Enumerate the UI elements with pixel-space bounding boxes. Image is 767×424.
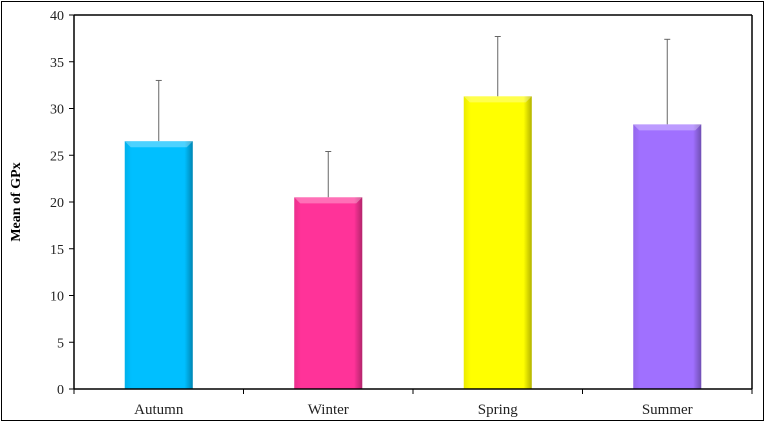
y-tick-label: 30 <box>50 103 64 118</box>
bar-bevel <box>633 124 702 131</box>
bar-bevel <box>463 96 532 103</box>
bar-shading <box>633 124 702 390</box>
bar-bevel <box>124 141 193 148</box>
bar-shading <box>294 197 363 389</box>
y-tick-label: 15 <box>50 243 64 258</box>
y-tick-label: 0 <box>57 383 64 398</box>
x-tick-label: Winter <box>308 402 349 418</box>
x-tick-label: Spring <box>478 402 519 418</box>
y-tick-label: 5 <box>57 336 64 351</box>
y-tick-label: 10 <box>50 290 64 305</box>
y-tick-label: 35 <box>50 56 64 71</box>
y-tick-label: 40 <box>50 9 64 24</box>
bar-shading <box>124 141 193 389</box>
x-tick-label: Summer <box>642 402 693 418</box>
y-tick-label: 20 <box>50 196 64 211</box>
x-tick-label: Autumn <box>134 402 184 418</box>
y-tick-label: 25 <box>50 149 64 164</box>
y-axis-label: Mean of GPx <box>9 162 24 241</box>
bar-bevel <box>294 197 363 204</box>
bar-shading <box>463 96 532 389</box>
